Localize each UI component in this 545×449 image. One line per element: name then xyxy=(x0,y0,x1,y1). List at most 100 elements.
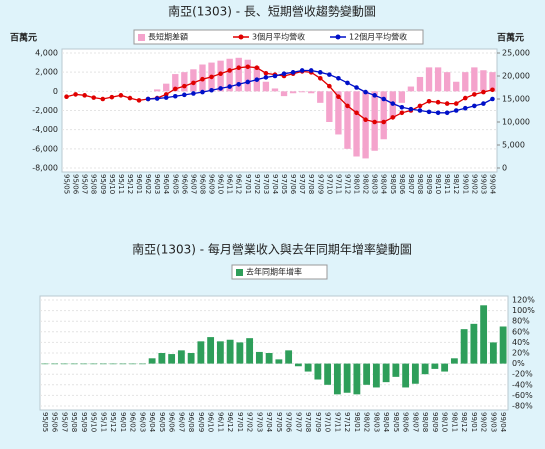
line-marker xyxy=(381,96,387,102)
x-tick-label: 98/01 xyxy=(353,174,361,194)
line-marker xyxy=(336,76,341,81)
line-marker xyxy=(200,76,205,82)
x-tick-label: 99/01 xyxy=(470,412,478,432)
line-marker xyxy=(172,93,178,99)
line-marker xyxy=(218,71,223,76)
x-tick-label: 96/02 xyxy=(129,412,137,432)
bar xyxy=(363,363,371,385)
bar xyxy=(407,86,415,92)
line-marker xyxy=(444,101,450,106)
bar xyxy=(138,363,146,365)
x-tick-label: 96/04 xyxy=(148,412,156,433)
line-marker xyxy=(254,65,260,71)
x-tick-label: 98/08 xyxy=(416,174,424,194)
line-marker xyxy=(172,86,178,92)
line-marker xyxy=(136,98,142,103)
line-marker xyxy=(100,96,106,102)
x-tick-label: 96/01 xyxy=(119,412,127,432)
bar xyxy=(172,74,179,92)
bar xyxy=(344,91,351,149)
x-tick-label: 96/09 xyxy=(197,412,205,432)
x-tick-label: 97/01 xyxy=(244,174,252,194)
line-marker xyxy=(372,119,377,125)
bar xyxy=(298,91,306,93)
bar xyxy=(217,60,224,92)
line-marker xyxy=(182,92,187,98)
y-tick-label: 60% xyxy=(512,327,530,336)
line-marker xyxy=(490,87,495,93)
line-marker xyxy=(254,77,260,82)
line-marker xyxy=(390,101,396,106)
bar xyxy=(181,72,188,92)
line-marker xyxy=(354,110,359,116)
y-tick-label: -6,000 xyxy=(32,144,58,153)
line-marker xyxy=(209,74,214,80)
x-tick-label: 96/07 xyxy=(177,412,185,432)
x-tick-label: 96/05 xyxy=(158,412,166,432)
bar xyxy=(450,358,458,364)
legend-swatch xyxy=(335,34,341,40)
line-marker xyxy=(245,79,251,85)
x-tick-label: 97/05 xyxy=(275,412,283,432)
x-tick-label: 98/11 xyxy=(443,174,451,194)
x-tick-label: 97/11 xyxy=(334,174,342,194)
x-tick-label: 97/11 xyxy=(333,412,341,432)
bar xyxy=(380,91,387,140)
bar xyxy=(353,91,360,157)
chart-title: 南亞(1303) - 每月營業收入與去年同期年增率變動圖 xyxy=(132,242,412,257)
bar xyxy=(262,81,270,92)
x-tick-label: 97/07 xyxy=(298,174,306,194)
y-axis-label: 百萬元 xyxy=(10,32,37,44)
bar xyxy=(434,67,442,92)
bar xyxy=(480,70,487,92)
x-tick-label: 96/09 xyxy=(208,174,216,194)
x-tick-label: 95/07 xyxy=(60,412,68,432)
x-tick-label: 98/09 xyxy=(431,412,439,432)
x-tick-label: 98/10 xyxy=(441,412,449,432)
x-tick-label: 95/08 xyxy=(90,174,98,194)
x-tick-label: 97/04 xyxy=(265,412,273,433)
bar xyxy=(207,337,215,364)
y-tick-label: -2,000 xyxy=(32,106,58,115)
bar xyxy=(129,363,137,365)
x-tick-label: 95/06 xyxy=(51,412,59,433)
bar xyxy=(411,363,419,384)
bar xyxy=(392,363,400,377)
bar xyxy=(499,326,507,364)
x-tick-label: 95/09 xyxy=(80,412,88,432)
x-tick-label: 97/10 xyxy=(324,412,332,432)
x-tick-label: 99/02 xyxy=(470,174,478,194)
line-marker xyxy=(91,95,97,100)
y2-tick-label: 5,000 xyxy=(502,141,525,150)
bar xyxy=(226,339,234,364)
x-tick-label: 99/03 xyxy=(479,174,487,194)
x-tick-label: 96/02 xyxy=(144,174,152,194)
line-marker xyxy=(408,106,414,112)
x-tick-label: 95/08 xyxy=(70,412,78,432)
bar xyxy=(265,353,273,364)
x-tick-label: 95/11 xyxy=(99,412,107,432)
line-marker xyxy=(281,71,287,76)
x-tick-label: 97/07 xyxy=(294,412,302,432)
x-tick-label: 98/12 xyxy=(452,174,460,194)
bar xyxy=(453,81,460,92)
bar xyxy=(462,72,469,92)
x-tick-label: 98/05 xyxy=(392,412,400,432)
y-tick-label: -4,000 xyxy=(32,125,58,134)
line-marker xyxy=(209,87,214,93)
x-tick-label: 95/11 xyxy=(117,174,125,194)
bar xyxy=(470,323,478,364)
line-marker xyxy=(426,99,432,104)
y-tick-label: 120% xyxy=(512,296,535,305)
bar xyxy=(441,363,449,372)
line-marker xyxy=(417,108,423,113)
y-tick-label: 20% xyxy=(512,349,530,358)
bar xyxy=(333,363,341,395)
bar xyxy=(190,69,197,92)
legend-box xyxy=(133,29,424,45)
x-tick-label: 96/06 xyxy=(168,412,176,433)
line-marker xyxy=(145,96,151,102)
legend-box xyxy=(231,264,328,280)
y-tick-label: -20% xyxy=(512,370,533,379)
x-tick-label: 97/09 xyxy=(316,174,324,194)
